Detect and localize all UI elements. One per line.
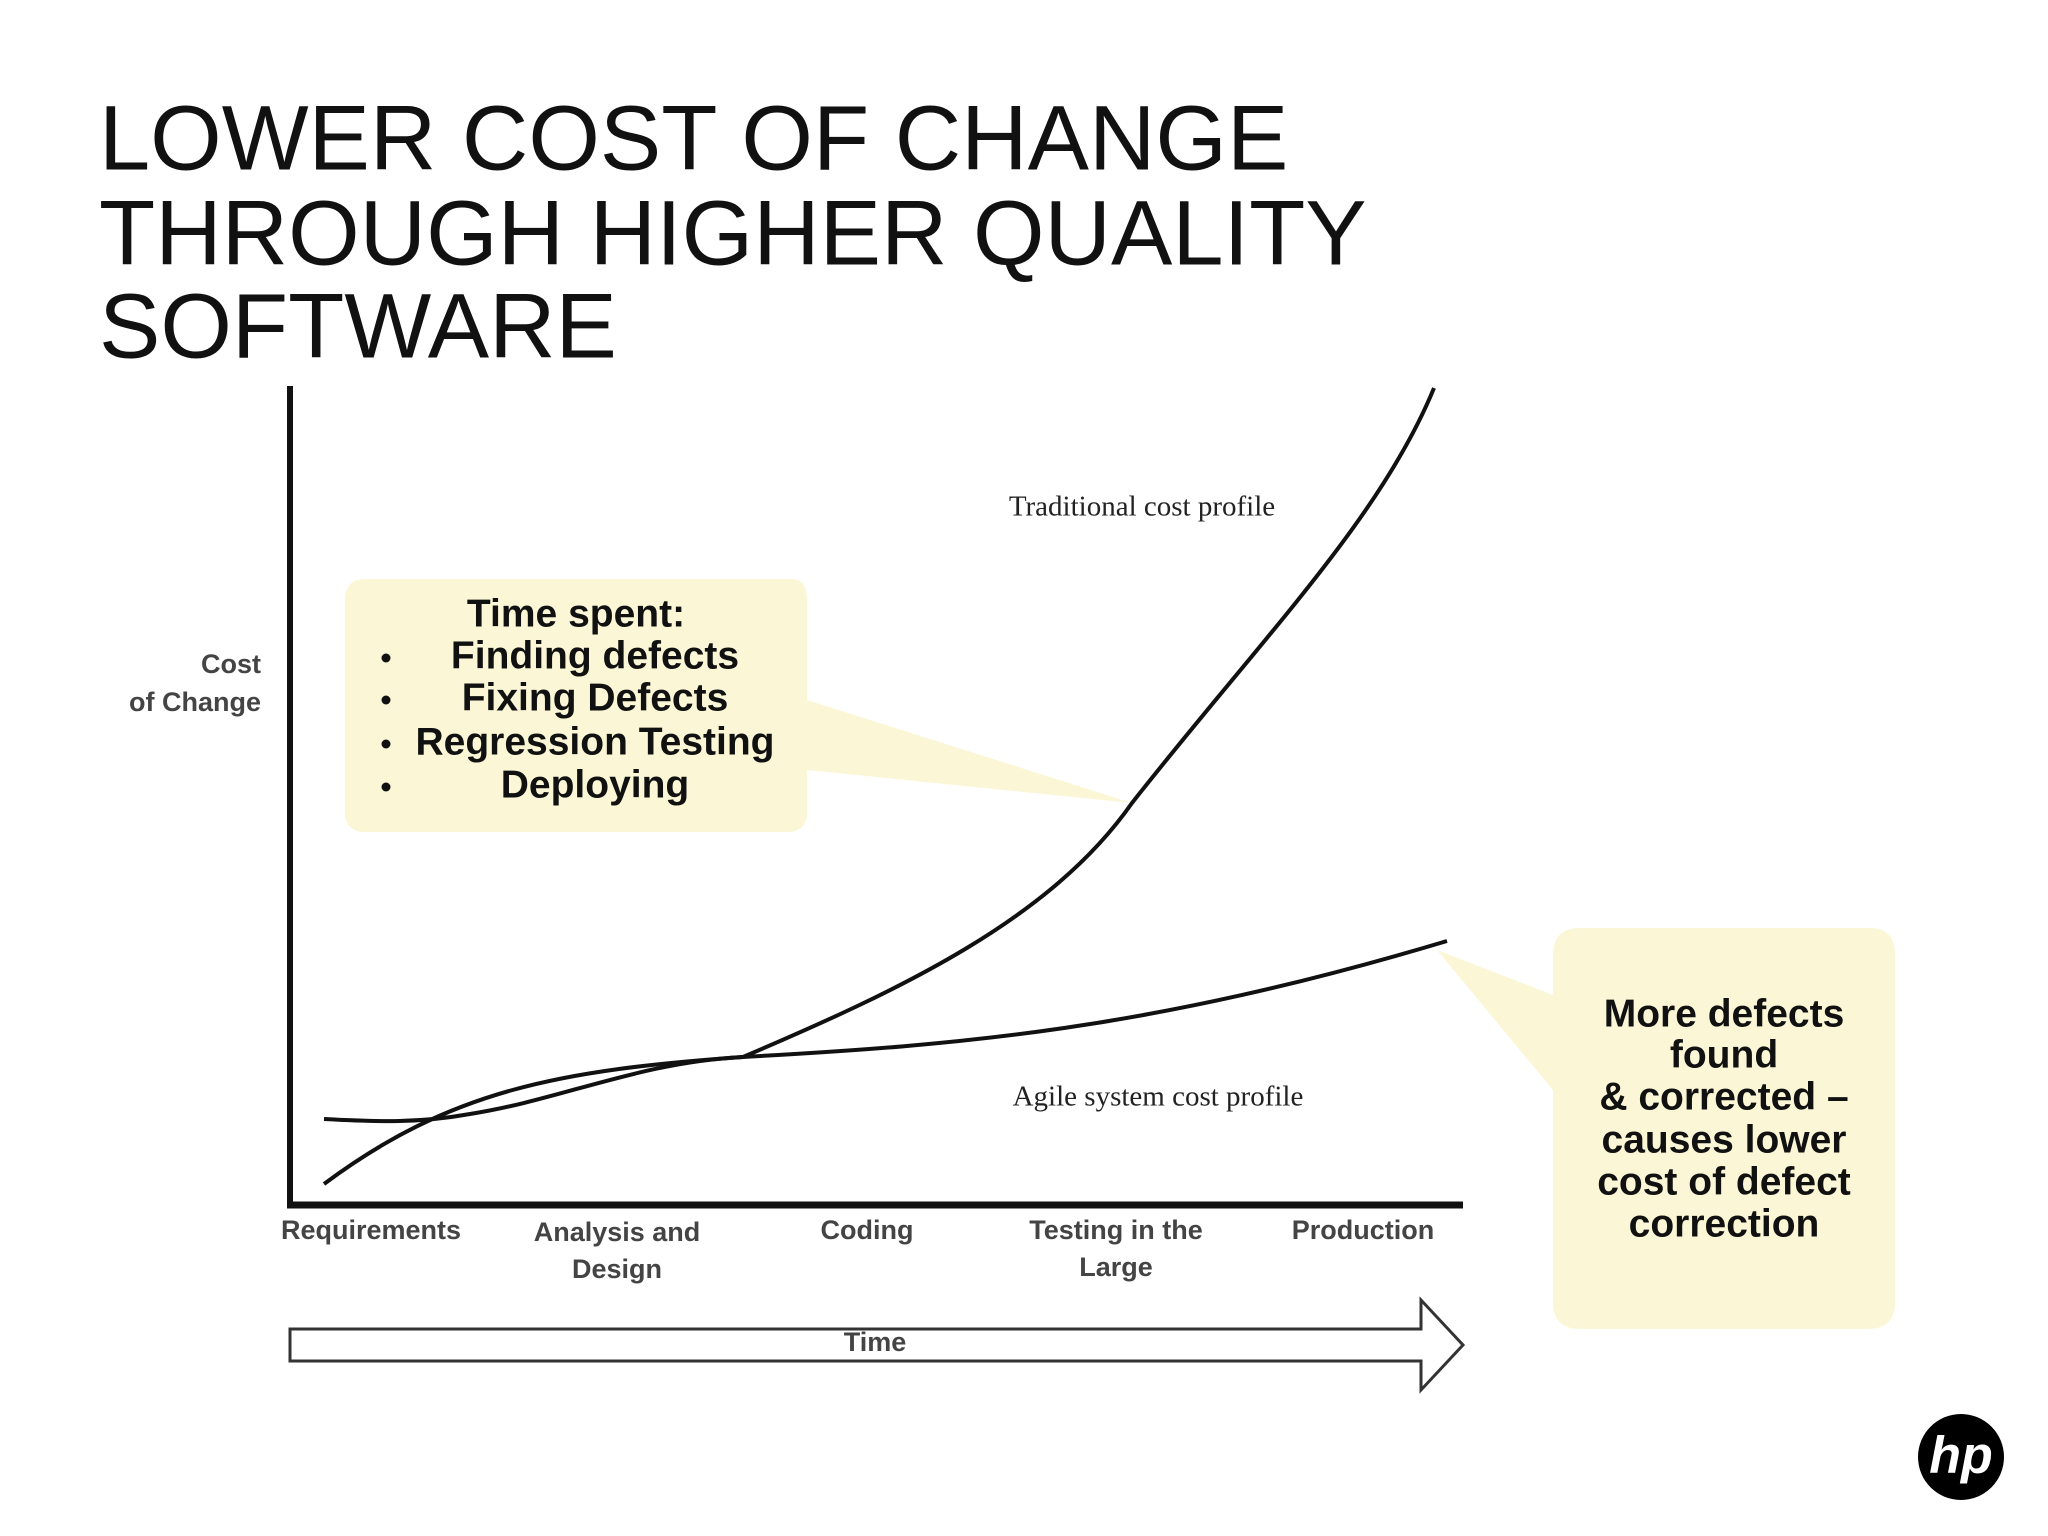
- bullet: [381, 739, 391, 749]
- x-category: Testing in the: [1029, 1215, 1203, 1245]
- title-line: LOWER COST OF CHANGE: [99, 87, 1288, 189]
- curve-label: Agile system cost profile: [1013, 1081, 1304, 1113]
- callout-item: Regression Testing: [415, 720, 774, 763]
- callout-line: & corrected –: [1599, 1075, 1848, 1118]
- agile-curve: [323, 939, 1448, 1124]
- logo: hp: [1929, 1427, 1993, 1485]
- y-axis-label: Cost: [201, 649, 261, 679]
- bullet: [381, 695, 391, 705]
- bullet: [381, 653, 391, 663]
- x-category: Coding: [821, 1215, 914, 1245]
- callout-item: Fixing Defects: [462, 676, 729, 719]
- callout-line: cost of defect: [1597, 1160, 1851, 1203]
- callout-item: Finding defects: [451, 634, 739, 677]
- callout-line: found: [1670, 1033, 1778, 1076]
- logo-badge: [1918, 1414, 2004, 1500]
- x-category: Design: [572, 1254, 662, 1284]
- curve-label: Traditional cost profile: [1009, 491, 1275, 523]
- x-category: Production: [1292, 1215, 1435, 1245]
- title-line: SOFTWARE: [99, 275, 617, 377]
- title-line: THROUGH HIGHER QUALITY: [99, 182, 1367, 284]
- x-category: Large: [1079, 1252, 1153, 1282]
- callout-line: More defects: [1604, 992, 1845, 1035]
- callout-box: [345, 579, 1132, 832]
- callout-item: Deploying: [501, 763, 690, 806]
- x-category: Analysis and: [534, 1217, 701, 1247]
- traditional-curve: [322, 387, 1436, 1186]
- callout-line: causes lower: [1602, 1118, 1847, 1161]
- callout-heading: Time spent:: [467, 592, 685, 635]
- y-axis-label: of Change: [129, 687, 261, 717]
- callout-box: [1437, 928, 1895, 1329]
- bullet: [381, 782, 391, 792]
- time-arrow: [288, 1296, 1466, 1394]
- callout-line: correction: [1629, 1202, 1820, 1245]
- x-category: Requirements: [281, 1215, 461, 1245]
- time-label: Time: [844, 1327, 907, 1357]
